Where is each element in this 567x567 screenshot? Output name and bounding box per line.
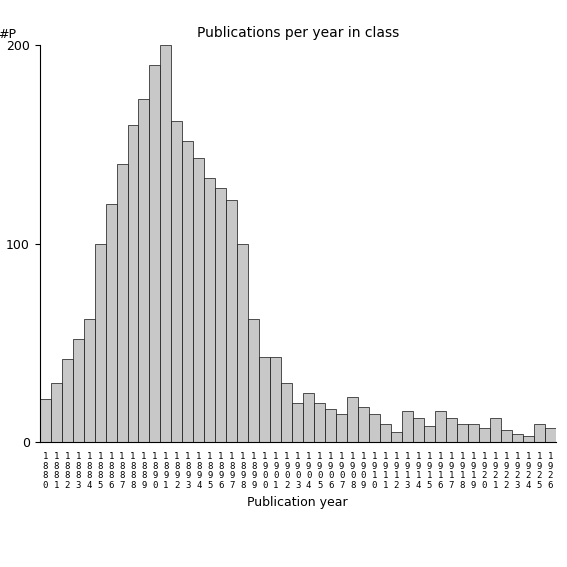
Bar <box>270 357 281 442</box>
X-axis label: Publication year: Publication year <box>247 496 348 509</box>
Bar <box>40 399 50 442</box>
Bar <box>303 393 314 442</box>
Bar <box>490 418 501 442</box>
Bar <box>83 319 95 442</box>
Bar <box>545 429 556 442</box>
Bar <box>73 339 83 442</box>
Bar <box>501 430 512 442</box>
Bar <box>358 407 369 442</box>
Bar <box>171 121 183 442</box>
Bar <box>281 383 292 442</box>
Bar <box>325 408 336 442</box>
Bar <box>468 424 479 442</box>
Bar <box>391 433 402 442</box>
Bar <box>62 359 73 442</box>
Bar <box>523 437 534 442</box>
Bar <box>435 411 446 442</box>
Bar <box>479 429 490 442</box>
Bar <box>369 414 380 442</box>
Bar <box>424 426 435 442</box>
Bar <box>204 179 215 442</box>
Bar <box>314 403 325 442</box>
Bar <box>215 188 226 442</box>
Bar <box>259 357 270 442</box>
Bar <box>402 411 413 442</box>
Bar <box>138 99 150 442</box>
Bar <box>380 424 391 442</box>
Bar <box>193 158 204 442</box>
Bar <box>160 45 171 442</box>
Bar <box>105 204 117 442</box>
Bar <box>457 424 468 442</box>
Bar <box>248 319 259 442</box>
Text: #P: #P <box>0 28 16 41</box>
Bar <box>117 164 128 442</box>
Bar <box>336 414 347 442</box>
Bar <box>183 141 193 442</box>
Bar <box>534 424 545 442</box>
Bar <box>226 200 238 442</box>
Bar <box>150 65 160 442</box>
Bar <box>347 397 358 442</box>
Bar <box>128 125 138 442</box>
Bar <box>95 244 105 442</box>
Title: Publications per year in class: Publications per year in class <box>197 26 399 40</box>
Bar <box>512 434 523 442</box>
Bar <box>413 418 424 442</box>
Bar <box>292 403 303 442</box>
Bar <box>50 383 62 442</box>
Bar <box>238 244 248 442</box>
Bar <box>446 418 457 442</box>
